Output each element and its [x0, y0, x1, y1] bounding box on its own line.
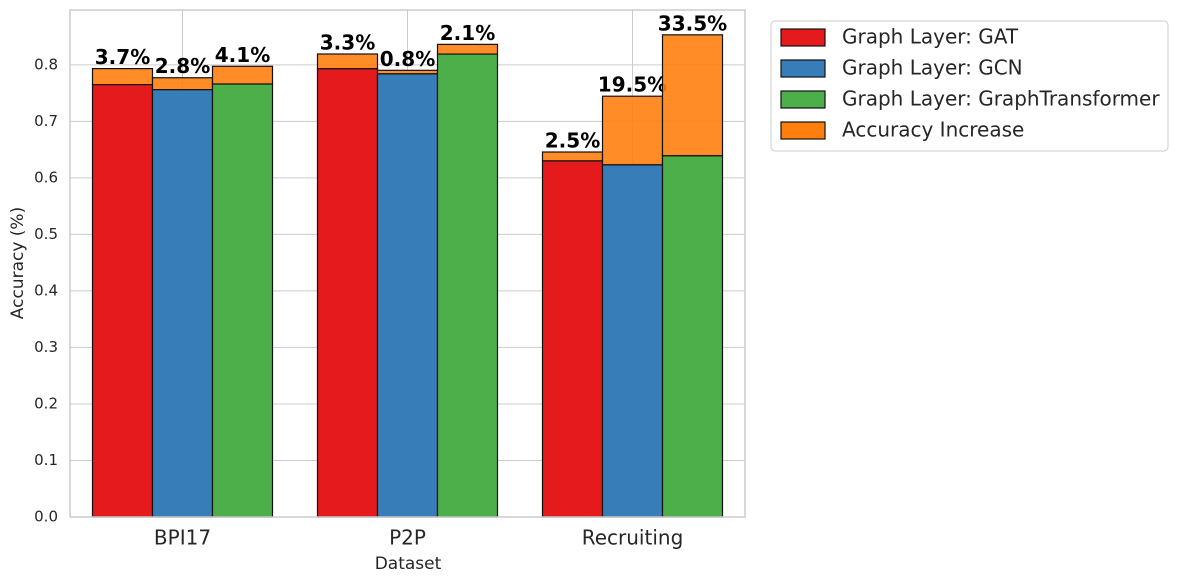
bar [316, 68, 379, 518]
plot-frame [69, 9, 746, 518]
data-label: 0.8% [380, 47, 435, 71]
legend-swatch [780, 90, 826, 109]
data-label: 2.5% [545, 129, 600, 153]
bar [601, 164, 664, 518]
y-tick-label: 0.3 [34, 338, 58, 356]
bar [436, 53, 499, 518]
y-tick-label: 0.8 [34, 55, 58, 73]
legend-swatch [780, 28, 826, 47]
data-label: 33.5% [658, 11, 727, 35]
bar [376, 73, 439, 518]
increase-segment [661, 34, 724, 157]
legend-swatch [780, 59, 826, 78]
data-label: 2.1% [440, 21, 495, 45]
increase-segment [151, 77, 214, 91]
data-label: 3.3% [320, 30, 375, 54]
legend-label: Graph Layer: GAT [842, 25, 1019, 49]
y-tick-label: 0.1 [34, 451, 58, 469]
y-tick-label: 0.0 [34, 508, 58, 526]
y-tick-label: 0.7 [34, 112, 58, 130]
increase-segment [436, 43, 499, 55]
bar [541, 160, 604, 518]
bar [91, 84, 154, 518]
data-label: 19.5% [598, 73, 667, 97]
legend-label: Graph Layer: GCN [842, 56, 1023, 80]
increase-segment [316, 53, 379, 70]
bar [211, 83, 274, 518]
legend-box [770, 20, 1169, 152]
increase-segment [601, 95, 664, 166]
x-tick-label: Recruiting [582, 526, 684, 550]
data-label: 2.8% [155, 54, 210, 78]
legend-label: Accuracy Increase [842, 118, 1024, 142]
legend-swatch [780, 121, 826, 140]
x-tick-label: BPI17 [154, 526, 211, 550]
legend-label: Graph Layer: GraphTransformer [842, 87, 1160, 111]
bar [151, 89, 214, 518]
increase-segment [211, 65, 274, 85]
data-label: 4.1% [215, 43, 270, 67]
x-axis-label: Dataset [375, 554, 442, 574]
increase-segment [541, 151, 604, 162]
y-tick-label: 0.6 [34, 168, 58, 186]
y-tick-label: 0.2 [34, 394, 58, 412]
increase-segment [91, 68, 154, 86]
y-axis-label: Accuracy (%) [8, 207, 28, 319]
y-tick-label: 0.4 [34, 281, 58, 299]
data-label: 3.7% [95, 45, 150, 69]
x-tick-label: P2P [389, 526, 426, 550]
y-tick-label: 0.5 [34, 225, 58, 243]
bar [661, 155, 724, 518]
